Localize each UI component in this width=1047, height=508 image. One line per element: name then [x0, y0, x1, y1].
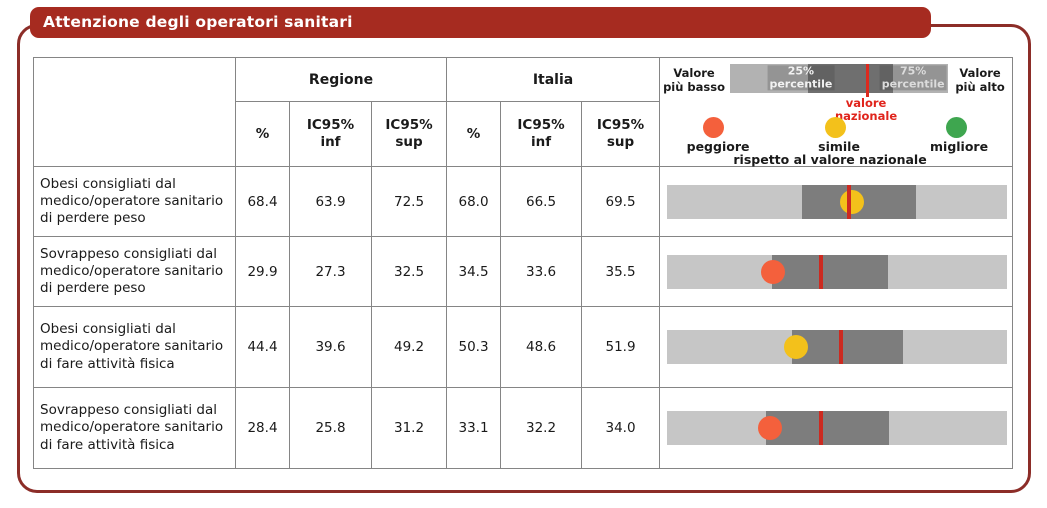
regione-pct-value: 68.4	[235, 166, 290, 237]
legend-interquartile-box	[808, 64, 894, 93]
legend-highest-value-label: Valore più alto	[955, 66, 1005, 94]
percentile-bar-cell	[659, 387, 1014, 469]
italia-pct-value: 33.1	[446, 387, 502, 469]
italia-ic95-sup-value: 69.5	[581, 166, 661, 237]
regione-pct-value: 28.4	[235, 387, 290, 469]
region-marker-dot	[758, 416, 783, 440]
data-table-wrapper: Regione Italia Valore più basso 25% perc…	[33, 57, 1014, 469]
legend-25th-percentile-label: 25% percentile	[767, 64, 835, 91]
legend-better-label: migliore	[930, 139, 989, 154]
region-marker-dot	[760, 259, 785, 284]
section-title-bar: Attenzione degli operatori sanitari	[30, 7, 931, 38]
legend-national-value-line	[866, 64, 870, 97]
header-group-row: Regione Italia Valore più basso 25% perc…	[33, 57, 1014, 167]
table-row: Sovrappeso consigliati dal medico/operat…	[33, 387, 1014, 469]
regione-ic95-sup-value: 72.5	[370, 166, 448, 237]
table-row: Sovrappeso consigliati dal medico/operat…	[33, 236, 1014, 307]
italia-group-header: Italia	[446, 57, 661, 102]
italia-ic95-sup-value: 34.0	[581, 387, 661, 469]
data-table: Regione Italia Valore più basso 25% perc…	[33, 57, 1014, 469]
italia-pct-value: 68.0	[446, 166, 502, 237]
range-bar	[667, 184, 1008, 219]
row-label: Sovrappeso consigliati dal medico/operat…	[33, 236, 236, 307]
table-row: Obesi consigliati dal medico/operatore s…	[33, 306, 1014, 388]
regione-pct-value: 29.9	[235, 236, 290, 307]
percentile-bar-cell	[659, 306, 1014, 388]
region-marker-dot	[784, 335, 809, 359]
row-label: Obesi consigliati dal medico/operatore s…	[33, 166, 236, 237]
national-value-line	[819, 411, 824, 445]
national-value-line	[819, 254, 824, 289]
legend-worse-dot-icon	[703, 117, 725, 138]
regione-ic95-inf-value: 39.6	[289, 306, 372, 388]
regione-group-header: Regione	[234, 57, 448, 102]
table-row: Obesi consigliati dal medico/operatore s…	[33, 166, 1014, 237]
italia-pct-value: 34.5	[446, 236, 502, 307]
corner-cell	[33, 57, 236, 167]
percentile-bar-cell	[659, 236, 1014, 307]
italia-ic95-inf-value: 66.5	[500, 166, 583, 237]
page-title: Attenzione degli operatori sanitari	[43, 13, 353, 31]
range-bar	[667, 254, 1008, 289]
national-value-line	[839, 330, 844, 364]
legend: Valore più basso 25% percentile 75% perc…	[659, 57, 1014, 167]
regione-ic95-sup-value: 32.5	[370, 236, 448, 307]
row-label: Obesi consigliati dal medico/operatore s…	[33, 306, 236, 388]
regione-ic95-inf-header: IC95% inf	[289, 101, 372, 167]
regione-ic95-inf-value: 27.3	[289, 236, 372, 307]
header-sub-row: % IC95% inf IC95% sup % IC95% inf IC95% …	[34, 101, 1013, 167]
interquartile-box	[772, 254, 889, 289]
legend-75th-percentile-label: 75% percentile	[879, 64, 947, 91]
italia-ic95-sup-value: 51.9	[581, 306, 661, 388]
legend-lowest-value-label: Valore più basso	[663, 66, 726, 94]
regione-pct-value: 44.4	[235, 306, 290, 388]
italia-ic95-inf-value: 32.2	[500, 387, 583, 469]
regione-ic95-sup-header: IC95% sup	[370, 101, 448, 167]
interquartile-box	[791, 330, 903, 364]
legend-similar-dot-icon	[825, 117, 847, 138]
legend-compared-to-label: rispetto al valore nazionale	[733, 152, 927, 167]
range-bar	[667, 330, 1008, 364]
regione-pct-header: %	[235, 101, 290, 167]
row-label: Sovrappeso consigliati dal medico/operat…	[33, 387, 236, 469]
italia-ic95-inf-value: 48.6	[500, 306, 583, 388]
region-marker-dot	[839, 189, 864, 214]
italia-ic95-inf-header: IC95% inf	[500, 101, 583, 167]
legend-range-bar: 25% percentile 75% percentile	[730, 64, 949, 97]
legend-better-dot-icon	[946, 117, 968, 138]
italia-ic95-inf-value: 33.6	[500, 236, 583, 307]
italia-ic95-sup-header: IC95% sup	[581, 101, 661, 167]
range-bar	[667, 411, 1008, 445]
regione-ic95-sup-value: 49.2	[370, 306, 448, 388]
legend-similar-label: simile	[818, 139, 860, 154]
italia-ic95-sup-value: 35.5	[581, 236, 661, 307]
regione-ic95-inf-value: 25.8	[289, 387, 372, 469]
legend-national-value-label: valore nazionale	[834, 96, 898, 124]
italia-pct-header: %	[446, 101, 502, 167]
regione-ic95-sup-value: 31.2	[370, 387, 448, 469]
italia-pct-value: 50.3	[446, 306, 502, 388]
legend-worse-label: peggiore	[686, 139, 750, 154]
national-value-line	[846, 184, 851, 219]
interquartile-box	[766, 411, 890, 445]
percentile-bar-cell	[659, 166, 1014, 237]
regione-ic95-inf-value: 63.9	[289, 166, 372, 237]
